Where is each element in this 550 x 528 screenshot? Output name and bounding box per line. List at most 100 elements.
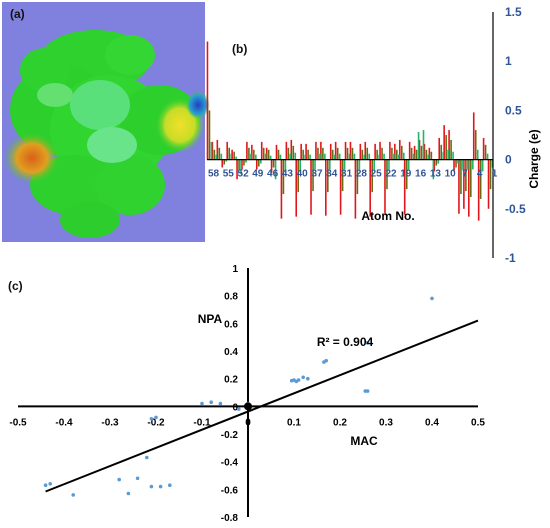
x-tick-label: -0.1 xyxy=(193,417,211,428)
x-tick-label: 16 xyxy=(415,169,427,180)
bar-atom-6-series-1 xyxy=(463,159,465,209)
bar-atom-25-series-1 xyxy=(369,159,371,217)
y-tick-label: 0.8 xyxy=(224,292,238,303)
bar-atom-19-series-1 xyxy=(398,139,401,160)
bar-atom-28-series-2 xyxy=(356,159,359,195)
x-tick-label: 37 xyxy=(311,169,323,180)
bar-atom-10-series-2 xyxy=(445,135,447,160)
bar-atom-17-series-2 xyxy=(410,147,413,160)
bar-atom-39-series-3 xyxy=(304,154,306,160)
bar-atom-12-series-3 xyxy=(437,159,440,164)
bar-atom-54-series-3 xyxy=(230,153,232,160)
bar-atom-1-series-2 xyxy=(489,159,492,190)
bar-atom-19-series-3 xyxy=(402,152,405,160)
scatter-point xyxy=(158,484,163,489)
bar-atom-17-series-1 xyxy=(408,141,411,160)
bar-atom-39-series-1 xyxy=(300,143,302,160)
bar-atom-44-series-2 xyxy=(277,149,280,160)
bar-atom-13-series-1 xyxy=(428,147,431,160)
bar-atom-7-series-1 xyxy=(458,159,460,214)
y-tick-label: 0.6 xyxy=(224,319,238,330)
bar-atom-27-series-3 xyxy=(363,154,366,160)
bar-atom-53-series-1 xyxy=(231,149,233,160)
bar-atom-10-series-1 xyxy=(443,125,445,160)
bar-atom-10-series-3 xyxy=(447,149,449,160)
bar-atom-58-series-1 xyxy=(206,41,209,160)
x-axis-label: MAC xyxy=(350,434,378,448)
x-tick-label: 55 xyxy=(223,169,235,180)
panel-a-label: (a) xyxy=(10,7,25,21)
scatter-point xyxy=(126,491,131,496)
scatter-point xyxy=(365,340,370,345)
bar-atom-12-series-2 xyxy=(435,159,438,166)
x-tick-label: 0.2 xyxy=(333,417,347,428)
x-tick-label: 22 xyxy=(385,169,397,180)
bar-atom-16-series-3 xyxy=(417,132,420,160)
x-tick-label: 1 xyxy=(492,169,498,180)
bar-atom-36-series-2 xyxy=(317,147,319,160)
bar-atom-58-series-3 xyxy=(210,141,213,160)
x-tick-label: 0 xyxy=(245,417,251,428)
scatter-point xyxy=(237,407,241,411)
scatter-point xyxy=(168,483,172,488)
bar-atom-48-series-1 xyxy=(255,159,258,170)
bar-atom-5-series-2 xyxy=(470,159,472,197)
scatter-point xyxy=(322,360,326,364)
bar-atom-52-series-2 xyxy=(238,159,240,170)
bar-atom-50-series-2 xyxy=(248,147,250,160)
bar-atom-51-series-3 xyxy=(245,159,247,163)
x-tick-label: 4 xyxy=(477,169,483,180)
bar-atom-23-series-2 xyxy=(381,147,383,160)
y-tick-label: -0.8 xyxy=(221,513,239,524)
bar-atom-31-series-1 xyxy=(339,159,342,215)
bar-atom-50-series-1 xyxy=(246,141,248,160)
bar-atom-30-series-2 xyxy=(346,147,349,160)
bar-atom-46-series-2 xyxy=(267,149,270,160)
bar-atom-42-series-1 xyxy=(285,141,288,160)
bar-atom-46-series-1 xyxy=(265,147,268,160)
y-tick-label: 0 xyxy=(232,402,238,413)
y-tick-label: -0.2 xyxy=(221,430,239,441)
bar-atom-52-series-3 xyxy=(240,159,242,175)
y-tick-label: -0.4 xyxy=(221,458,239,469)
bar-atom-25-series-3 xyxy=(373,159,375,170)
y-tick-label: 0.5 xyxy=(505,103,522,117)
bar-atom-32-series-1 xyxy=(334,141,337,160)
bar-atom-44-series-3 xyxy=(279,154,282,160)
scatter-point xyxy=(154,415,158,420)
bar-series-group xyxy=(206,41,494,221)
x-tick-label: 0.3 xyxy=(379,417,393,428)
bar-atom-11-series-2 xyxy=(440,144,443,160)
bar-atom-52-series-1 xyxy=(236,159,238,180)
bar-atom-3-series-3 xyxy=(481,159,484,172)
bar-atom-14-series-1 xyxy=(423,143,426,160)
x-tick-label: 31 xyxy=(341,169,353,180)
y-tick-label: 1 xyxy=(505,54,512,68)
bar-atom-13-series-3 xyxy=(432,159,435,180)
bar-atom-28-series-1 xyxy=(354,159,357,219)
bar-atom-2-series-3 xyxy=(486,153,489,160)
scatter-point xyxy=(209,400,213,405)
x-tick-label: -0.4 xyxy=(55,417,73,428)
bar-atom-5-series-3 xyxy=(472,159,474,170)
bar-atom-57-series-2 xyxy=(213,149,216,160)
bar-atom-9-series-2 xyxy=(450,139,452,160)
bar-atom-23-series-3 xyxy=(383,153,385,160)
bar-atom-45-series-2 xyxy=(272,159,275,168)
bar-atom-43-series-1 xyxy=(280,159,283,219)
bar-atom-3-series-1 xyxy=(477,159,480,221)
panel-b-label: (b) xyxy=(232,42,247,56)
bar-atom-16-series-1 xyxy=(413,145,416,160)
bar-atom-38-series-1 xyxy=(305,143,307,160)
bar-atom-32-series-2 xyxy=(336,147,339,160)
bar-atom-46-series-3 xyxy=(269,155,272,160)
x-axis-label: Atom No. xyxy=(361,209,414,223)
bar-atom-20-series-1 xyxy=(394,143,396,160)
bar-atom-34-series-1 xyxy=(325,159,327,216)
y-tick-label: 0.4 xyxy=(224,347,238,358)
bar-atom-13-series-2 xyxy=(430,151,433,160)
bar-atom-43-series-2 xyxy=(282,159,285,195)
bar-atom-50-series-3 xyxy=(250,153,252,160)
scatter-point xyxy=(117,477,121,482)
